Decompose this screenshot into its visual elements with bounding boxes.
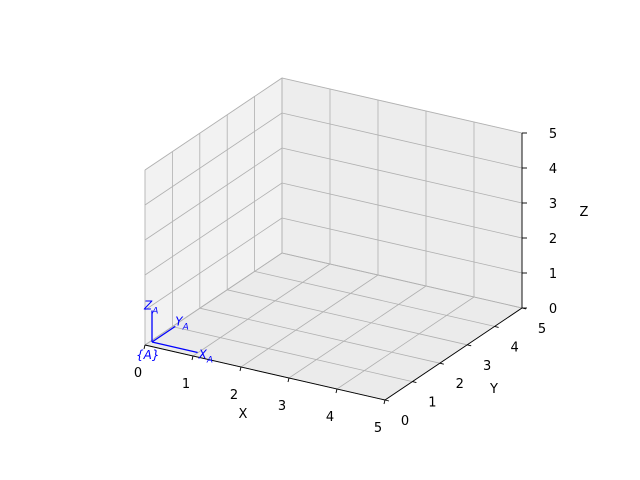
y-grid-floor <box>172 326 413 382</box>
y-axis-label: Y <box>489 382 498 397</box>
z-grid-back <box>281 77 523 134</box>
y-grid-floor <box>199 307 440 364</box>
x-tick-mark <box>383 399 386 405</box>
x-tick-label: 2 <box>230 388 238 403</box>
frame-z-label: ZA <box>143 299 158 317</box>
x-grid-floor <box>240 274 379 368</box>
x-tick-mark <box>287 377 290 383</box>
y-tick-label: 4 <box>510 340 518 355</box>
y-tick-label: 0 <box>401 414 409 429</box>
frame-y-label: YA <box>175 314 189 332</box>
z-tick-label: 1 <box>549 267 557 282</box>
y-axis-line <box>384 307 523 401</box>
x-grid-floor <box>288 285 427 379</box>
z-grid-back <box>281 112 523 169</box>
frame-name-label: {A} <box>136 348 159 362</box>
z-grid-left <box>144 112 283 206</box>
z-grid-back <box>281 217 523 274</box>
y-tick-mark <box>384 399 390 402</box>
x-grid-floor <box>336 296 475 390</box>
y-tick-label: 2 <box>456 377 464 392</box>
z-grid-back <box>281 252 523 309</box>
y-grid-floor <box>254 271 495 327</box>
frame-y-axis <box>151 325 176 343</box>
z-grid-left <box>144 252 283 346</box>
x-grid-floor <box>192 263 331 357</box>
z-grid-left <box>144 147 283 241</box>
axis-lines <box>144 133 523 401</box>
y-tick-mark <box>439 362 444 365</box>
x-tick-mark <box>335 388 338 394</box>
y-tick-label: 3 <box>483 359 491 374</box>
z-tick-label: 5 <box>549 127 557 142</box>
frame-x-label: XA <box>198 347 213 365</box>
z-grid-back <box>281 182 523 239</box>
y-grid-floor <box>227 289 468 346</box>
x-tick-label: 3 <box>278 399 286 414</box>
x-tick-label: 5 <box>374 421 382 436</box>
z-axis-label: Z <box>580 205 589 220</box>
frame-x-axis <box>151 341 198 354</box>
y-tick-mark <box>467 344 472 347</box>
z-grid-left <box>144 77 283 171</box>
y-tick-mark <box>494 325 499 328</box>
axes-panes <box>143 77 524 401</box>
z-tick-label: 3 <box>549 197 557 212</box>
y-tick-label: 1 <box>428 396 436 411</box>
x-tick-label: 4 <box>326 410 334 425</box>
z-tick-label: 4 <box>549 162 557 177</box>
z-tick-label: 0 <box>549 302 557 317</box>
x-tick-mark <box>191 355 194 361</box>
z-grid-left <box>144 182 283 276</box>
z-tick-label: 2 <box>549 232 557 247</box>
coordinate-frame-A: XA YA ZA {A} <box>136 299 213 366</box>
x-tick-mark <box>239 366 242 372</box>
z-grid-back <box>281 147 523 204</box>
x-tick-mark <box>143 344 146 350</box>
z-grid-left <box>144 217 283 311</box>
x-axis-label: X <box>239 407 248 422</box>
y-tick-mark <box>412 381 417 384</box>
x-axis-line <box>144 344 386 401</box>
y-tick-label: 5 <box>538 322 546 337</box>
x-tick-label: 1 <box>182 377 190 392</box>
grid-lines <box>144 77 523 401</box>
x-tick-label: 0 <box>134 366 142 381</box>
